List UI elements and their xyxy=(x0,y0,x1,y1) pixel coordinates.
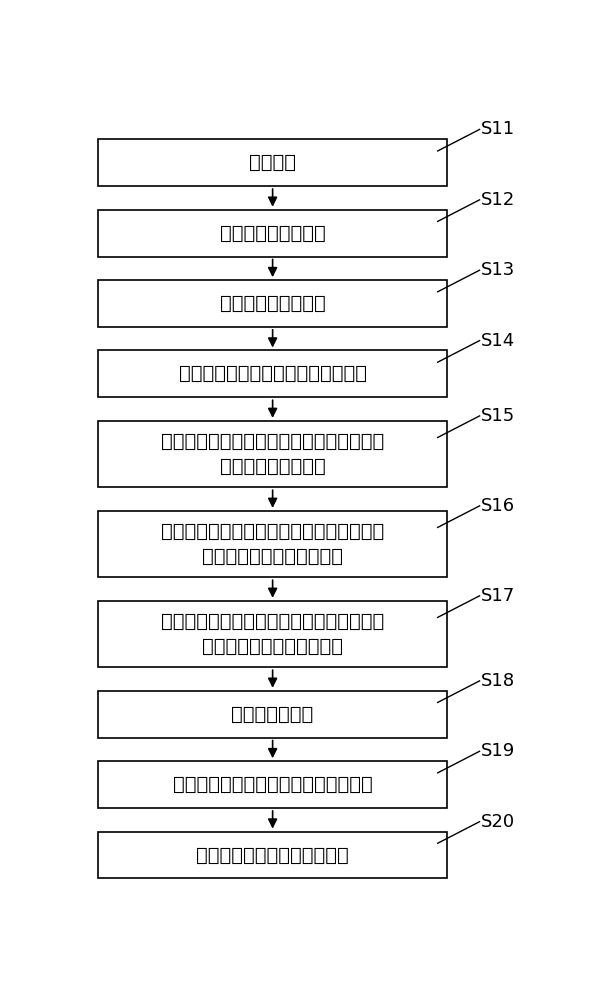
Text: 对非晶硯层进行干蚀刻，形成由至少一个沟
道构成的非晶硯图案: 对非晶硯层进行干蚀刻，形成由至少一个沟 道构成的非晶硯图案 xyxy=(161,432,384,476)
Bar xyxy=(98,139,447,186)
Text: S16: S16 xyxy=(481,497,515,515)
Bar xyxy=(98,350,447,397)
Bar xyxy=(98,280,447,327)
Text: S15: S15 xyxy=(481,407,515,425)
Bar xyxy=(98,761,447,808)
Text: S12: S12 xyxy=(481,191,515,209)
Text: 在栅绵缘层上形成第一金属层: 在栅绵缘层上形成第一金属层 xyxy=(196,845,349,864)
Text: S14: S14 xyxy=(481,332,515,350)
Text: 将非晶硯图案进行处理使其中的非晶硯转变
为多晶硯以形成多晶硯图案: 将非晶硯图案进行处理使其中的非晶硯转变 为多晶硯以形成多晶硯图案 xyxy=(161,522,384,566)
Text: 将非晶硯图案进行处理使其中的非晶硯转变
为多晶硯以形成多晶硯图案: 将非晶硯图案进行处理使其中的非晶硯转变 为多晶硯以形成多晶硯图案 xyxy=(161,612,384,656)
Bar xyxy=(98,691,447,738)
Text: 对沟道进行掘杂: 对沟道进行掘杂 xyxy=(232,705,314,724)
Bar xyxy=(98,421,447,487)
Text: 提供基板: 提供基板 xyxy=(249,153,296,172)
Bar xyxy=(98,601,447,667)
Text: 在缓冲层和多晶硯图案上形成栅绵缘层: 在缓冲层和多晶硯图案上形成栅绵缘层 xyxy=(173,775,373,794)
Text: S11: S11 xyxy=(481,120,515,138)
Text: S20: S20 xyxy=(481,813,515,831)
Bar xyxy=(98,210,447,257)
Bar xyxy=(98,832,447,878)
Text: S17: S17 xyxy=(481,587,515,605)
Text: S13: S13 xyxy=(481,261,515,279)
Bar xyxy=(98,511,447,577)
Text: S19: S19 xyxy=(481,742,515,760)
Text: 在基板上形成缓冲层: 在基板上形成缓冲层 xyxy=(220,224,325,243)
Text: 在湿蚀刻后的缓冲层上形成非晶硯层: 在湿蚀刻后的缓冲层上形成非晶硯层 xyxy=(179,364,367,383)
Text: 对缓冲层进行湿蚀刻: 对缓冲层进行湿蚀刻 xyxy=(220,294,325,313)
Text: S18: S18 xyxy=(481,672,515,690)
